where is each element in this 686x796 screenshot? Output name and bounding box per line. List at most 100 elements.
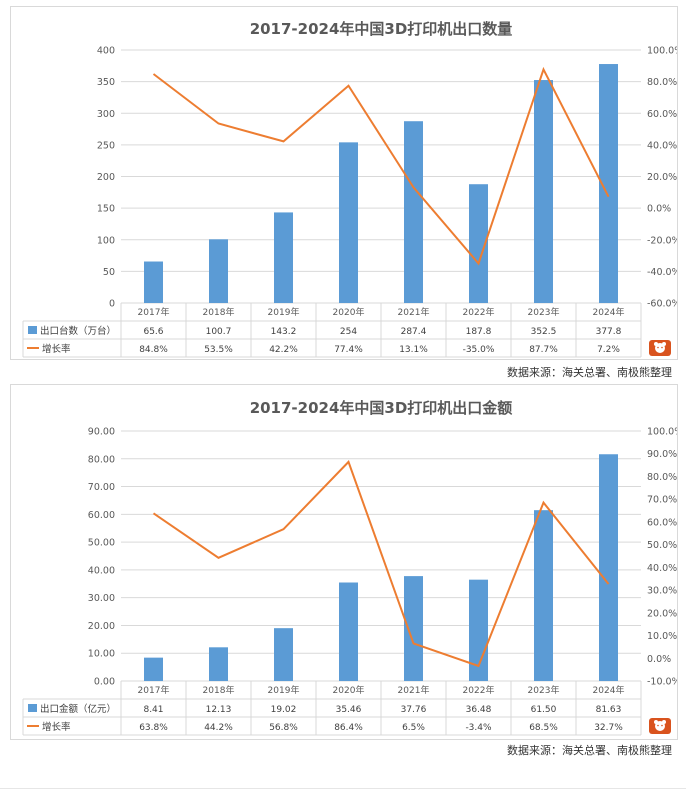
y-right-tick-label: 90.0% [647, 449, 677, 460]
y-right-tick-label: 40.0% [647, 140, 677, 151]
y-right-tick-label: 30.0% [647, 586, 677, 597]
x-tick-label: 2017年 [138, 306, 170, 318]
table-value-rate: 63.8% [139, 723, 168, 733]
table-value-rate: -35.0% [463, 345, 495, 355]
bar [339, 582, 358, 681]
table-value-rate: 84.8% [139, 345, 168, 355]
logo-bear-head [655, 721, 665, 731]
y-left-tick-label: 300 [97, 109, 115, 120]
y-left-tick-label: 100 [97, 235, 115, 246]
chart-export-volume: 2017-2024年中国3D打印机出口数量 0 50 100 150 200 250 300 3… [22, 20, 683, 358]
y-left-tick-label: 200 [97, 172, 115, 183]
table-value-rate: 86.4% [334, 723, 363, 733]
y-right-tick-label: 0.0% [647, 204, 671, 215]
y-left-tick-label: 150 [97, 204, 115, 215]
x-tick-label: 2021年 [398, 306, 430, 318]
logo-bear-eye [661, 724, 663, 727]
table-value-rate: 56.8% [269, 723, 298, 733]
bar [339, 142, 358, 303]
table-value-bar: 100.7 [206, 327, 232, 337]
y-right-tick-label: -20.0% [647, 235, 677, 246]
x-tick-label: 2019年 [268, 684, 300, 696]
bar [599, 454, 618, 681]
y-right-tick-label: 80.0% [647, 472, 677, 483]
logo-bear-eye [657, 346, 659, 349]
logo-bear-ear [654, 720, 658, 724]
chart-export-value: 2017-2024年中国3D打印机出口金额 0.00 10.00 20.00 30.00… [22, 399, 683, 736]
logo-bear-ear [662, 720, 666, 724]
x-tick-label: 2023年 [528, 684, 560, 696]
logo-bear-ear [654, 342, 658, 346]
y-right-tick-label: -60.0% [647, 299, 677, 310]
table-value-bar: 65.6 [143, 327, 163, 337]
bottom-divider [0, 788, 686, 789]
bear-logo-icon [649, 718, 671, 734]
table-value-bar: 19.02 [271, 705, 297, 715]
table-value-bar: 187.8 [466, 327, 492, 337]
table-value-rate: 44.2% [204, 723, 233, 733]
y-left-tick-label: 60.00 [88, 510, 115, 521]
y-left-tick-label: 80.00 [88, 454, 115, 465]
table-value-bar: 37.76 [401, 705, 427, 715]
table-value-rate: 68.5% [529, 723, 558, 733]
legend-bar-swatch [28, 704, 37, 712]
y-right-tick-label: 80.0% [647, 77, 677, 88]
x-tick-label: 2024年 [593, 684, 625, 696]
y-right-tick-label: -10.0% [647, 677, 677, 688]
y-right-tick-label: 40.0% [647, 563, 677, 574]
y-left-tick-label: 70.00 [88, 482, 115, 493]
bar [599, 64, 618, 303]
x-tick-label: 2024年 [593, 306, 625, 318]
chart-panel-export-volume: 2017-2024年中国3D打印机出口数量 0 50 100 150 200 250 300 3… [10, 6, 683, 360]
y-right-tick-label: 20.0% [647, 608, 677, 619]
table-value-rate: 32.7% [594, 723, 623, 733]
legend-bar-swatch [28, 326, 37, 334]
y-left-tick-label: 10.00 [88, 649, 115, 660]
legend-bar-label: 出口金额（亿元） [40, 703, 116, 715]
chart-title: 2017-2024年中国3D打印机出口数量 [250, 20, 513, 38]
y-right-tick-label: -40.0% [647, 267, 677, 278]
y-left-tick-label: 20.00 [88, 621, 115, 632]
table-value-rate: 53.5% [204, 345, 233, 355]
y-left-tick-label: 0.00 [94, 677, 115, 688]
y-left-tick-label: 50.00 [88, 538, 115, 549]
x-tick-label: 2023年 [528, 306, 560, 318]
bar [209, 647, 228, 681]
table-value-bar: 8.41 [143, 705, 163, 715]
x-tick-label: 2019年 [268, 306, 300, 318]
chart-title: 2017-2024年中国3D打印机出口金额 [250, 399, 513, 417]
bar [274, 212, 293, 303]
growth-rate-line [152, 460, 610, 668]
table-value-bar: 143.2 [271, 327, 297, 337]
y-right-tick-label: 10.0% [647, 631, 677, 642]
bar [534, 510, 553, 681]
bar [144, 261, 163, 303]
x-tick-label: 2017年 [138, 684, 170, 696]
bar [534, 80, 553, 303]
y-right-tick-label: 100.0% [647, 427, 677, 438]
table-value-rate: 7.2% [597, 345, 620, 355]
bar [404, 576, 423, 681]
table-value-rate: 6.5% [402, 723, 425, 733]
legend-line-label: 增长率 [42, 343, 71, 355]
table-value-rate: 77.4% [334, 345, 363, 355]
x-tick-label: 2020年 [333, 684, 365, 696]
table-value-bar: 61.50 [531, 705, 557, 715]
x-tick-label: 2021年 [398, 684, 430, 696]
y-right-tick-label: 0.0% [647, 654, 671, 665]
table-value-rate: -3.4% [465, 723, 492, 733]
table-value-bar: 287.4 [401, 327, 427, 337]
y-left-tick-label: 250 [97, 140, 115, 151]
data-source-note: 数据来源：海关总署、南极熊整理 [507, 744, 672, 757]
x-tick-label: 2022年 [463, 684, 495, 696]
table-value-rate: 42.2% [269, 345, 298, 355]
y-left-tick-label: 40.00 [88, 565, 115, 576]
table-value-bar: 12.13 [206, 705, 232, 715]
logo-bear-eye [657, 724, 659, 727]
bar [404, 121, 423, 303]
x-tick-label: 2022年 [463, 306, 495, 318]
y-right-tick-label: 20.0% [647, 172, 677, 183]
legend-line-label: 增长率 [42, 721, 71, 733]
logo-bear-head [655, 343, 665, 353]
logo-bear-eye [661, 346, 663, 349]
